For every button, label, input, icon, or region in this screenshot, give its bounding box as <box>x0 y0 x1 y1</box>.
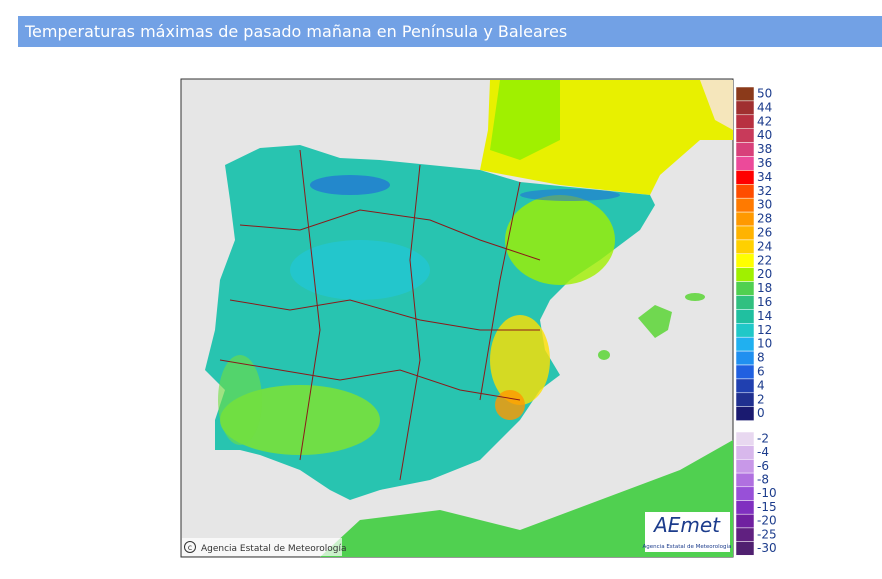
copyright-icon <box>184 541 196 553</box>
legend-label: 28 <box>757 212 772 226</box>
legend-swatch <box>735 350 755 366</box>
legend-label: -8 <box>757 472 769 486</box>
legend-swatch <box>735 128 755 143</box>
legend-label: -20 <box>757 514 777 528</box>
france-inland <box>490 80 560 160</box>
legend-swatch <box>735 459 755 474</box>
border <box>399 164 421 481</box>
legend-swatch <box>735 500 755 515</box>
cold-area <box>520 189 620 201</box>
border <box>239 209 541 261</box>
legend-swatch <box>735 513 755 529</box>
legend-swatch <box>735 323 755 338</box>
legend-label: 22 <box>757 253 772 267</box>
legend-swatch <box>735 541 755 556</box>
warm-area <box>218 355 262 445</box>
legend-label: 26 <box>757 225 772 239</box>
border <box>219 359 521 401</box>
copyright-c: c <box>188 543 192 552</box>
border <box>299 149 321 461</box>
title-bar: Temperaturas máximas de pasado mañana en… <box>18 16 882 47</box>
legend-label: 34 <box>757 170 772 184</box>
legend-label: -25 <box>757 527 777 541</box>
legend-swatch <box>735 211 755 227</box>
legend-swatch <box>735 170 755 185</box>
cold-area <box>310 175 390 195</box>
legend-label: 32 <box>757 184 772 198</box>
legend-label: 30 <box>757 198 772 212</box>
legend-swatch <box>735 281 755 296</box>
legend-label: -10 <box>757 486 777 500</box>
warm-area <box>490 315 550 405</box>
legend-label: 8 <box>757 351 765 365</box>
legend-swatch <box>735 184 755 199</box>
legend-swatch <box>735 472 755 488</box>
legend-label: 18 <box>757 281 772 295</box>
legend-swatch <box>735 253 755 268</box>
logo-subtitle: Agencia Estatal de Meteorología <box>643 543 732 550</box>
legend-swatch <box>735 295 755 310</box>
legend-label: 36 <box>757 156 772 170</box>
legend-swatch <box>735 197 755 213</box>
legend-swatch <box>735 309 755 324</box>
legend-label: 4 <box>757 378 765 392</box>
legend-label: -15 <box>757 500 777 514</box>
border <box>479 181 521 401</box>
legend-label: 2 <box>757 392 765 406</box>
legend-label: 10 <box>757 337 772 351</box>
legend-label: 50 <box>757 86 772 100</box>
legend-label: 24 <box>757 239 772 253</box>
legend-swatch <box>735 406 755 421</box>
legend-swatch <box>735 486 755 501</box>
mallorca <box>638 305 672 338</box>
legend-swatch <box>735 239 755 255</box>
legend-label: -2 <box>757 431 769 445</box>
legend-swatch <box>735 142 755 157</box>
legend-swatch <box>735 378 755 394</box>
menorca <box>685 293 705 301</box>
logo-box <box>645 512 730 552</box>
legend-swatch <box>735 114 755 129</box>
legend-label: 40 <box>757 128 772 142</box>
legend-swatch <box>735 267 755 282</box>
north-land <box>700 80 733 130</box>
credit: Agencia Estatal de Meteorología <box>201 544 347 554</box>
legend-label: -4 <box>757 445 769 459</box>
ibiza <box>598 350 610 360</box>
title: Temperaturas máximas de pasado mañana en… <box>25 22 568 41</box>
legend-swatch <box>735 336 755 352</box>
legend-swatch <box>735 431 755 446</box>
legend-label: -30 <box>757 541 777 555</box>
legend-label: 20 <box>757 267 772 281</box>
legend-label: 12 <box>757 323 772 337</box>
legend-label: 38 <box>757 142 772 156</box>
legend-swatch <box>735 86 755 102</box>
legend-label: 44 <box>757 100 772 114</box>
legend-label: 0 <box>757 406 765 420</box>
warm-area <box>505 195 615 285</box>
credit-box <box>182 538 342 556</box>
legend-swatch <box>735 364 755 380</box>
legend-label: 16 <box>757 295 772 309</box>
legend-label: -6 <box>757 459 769 473</box>
africa <box>320 440 733 557</box>
legend-swatch <box>735 225 755 241</box>
legend-label: 6 <box>757 364 765 378</box>
legend-label: 14 <box>757 309 772 323</box>
legend-swatch <box>735 392 755 407</box>
legend-swatch <box>735 156 755 171</box>
cool-area <box>290 240 430 300</box>
borders <box>219 149 541 481</box>
legend-swatch <box>735 445 755 460</box>
warm-area <box>495 390 525 420</box>
logo: AEmet <box>652 513 721 537</box>
legend-swatch <box>735 527 755 542</box>
legend-label: 42 <box>757 114 772 128</box>
legend: 5044424038363432302826242220181614121086… <box>735 86 777 556</box>
border <box>229 299 540 331</box>
legend-swatch <box>735 100 755 116</box>
